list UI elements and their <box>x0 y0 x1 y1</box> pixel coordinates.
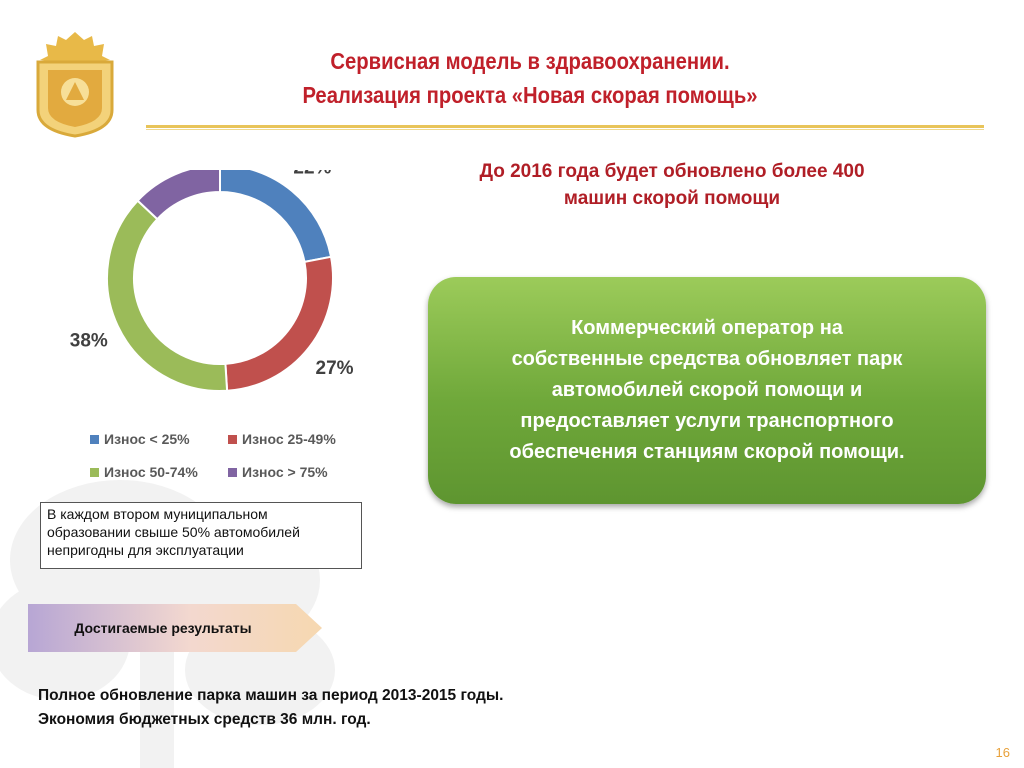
note-line-1: В каждом втором муниципальном <box>47 506 268 522</box>
callout-line-4: предоставляет услуги транспортного <box>520 410 894 432</box>
callout-line-3: автомобилей скорой помощи и <box>551 379 863 401</box>
legend-label-2: Износ 25-49% <box>242 431 336 447</box>
slice-label-2: 27% <box>316 358 354 379</box>
operator-callout: Коммерческий оператор на собственные сре… <box>428 277 986 504</box>
headline: До 2016 года будет обновлено более 400 м… <box>430 158 914 212</box>
callout-line-1: Коммерческий оператор на <box>571 317 843 339</box>
callout-line-5: обеспечения станциям скорой помощи. <box>509 441 905 463</box>
title-line-2: Реализация проекта «Новая скорая помощь» <box>302 82 758 108</box>
legend-swatch-2 <box>228 435 237 444</box>
donut-slice-3 <box>106 199 229 392</box>
note-line-2: образовании свыше 50% автомобилей <box>47 524 300 540</box>
legend-swatch-4 <box>228 468 237 477</box>
results-arrow-shape <box>28 604 322 652</box>
slice-label-3: 38% <box>70 331 108 352</box>
donut-slice-1 <box>219 170 333 264</box>
donut-slice-4 <box>136 170 221 221</box>
results-line-1: Полное обновление парка машин за период … <box>38 687 504 704</box>
results-arrow-label: Достигаемые результаты <box>74 620 252 636</box>
headline-line-2: машин скорой помощи <box>563 188 781 209</box>
title-divider-thin <box>146 129 984 130</box>
legend-swatch-3 <box>90 468 99 477</box>
headline-line-1: До 2016 года будет обновлено более 400 <box>479 161 865 182</box>
municipality-note: В каждом втором муниципальном образовани… <box>40 502 362 569</box>
legend-swatch-1 <box>90 435 99 444</box>
wear-donut-chart: 22%27%38%13% Износ < 25%Износ 25-49%Изно… <box>70 170 354 480</box>
callout-line-2: собственные средства обновляет парк <box>511 348 903 370</box>
results-line-2: Экономия бюджетных средств 36 млн. год. <box>38 711 371 728</box>
coat-of-arms-emblem <box>36 32 114 138</box>
page-number: 16 <box>995 745 1010 760</box>
slide-title: Сервисная модель в здравоохранении. Реал… <box>196 44 865 112</box>
title-line-1: Сервисная модель в здравоохранении. <box>330 48 730 74</box>
operator-callout-text: Коммерческий оператор на собственные сре… <box>447 313 967 468</box>
title-divider <box>146 125 984 128</box>
legend-label-1: Износ < 25% <box>104 431 190 447</box>
slice-label-1: 22% <box>293 170 331 178</box>
legend-label-4: Износ > 75% <box>242 464 328 480</box>
note-line-3: непригодны для эксплуатации <box>47 542 244 558</box>
results-text: Полное обновление парка машин за период … <box>38 684 503 732</box>
legend-label-3: Износ 50-74% <box>104 464 198 480</box>
